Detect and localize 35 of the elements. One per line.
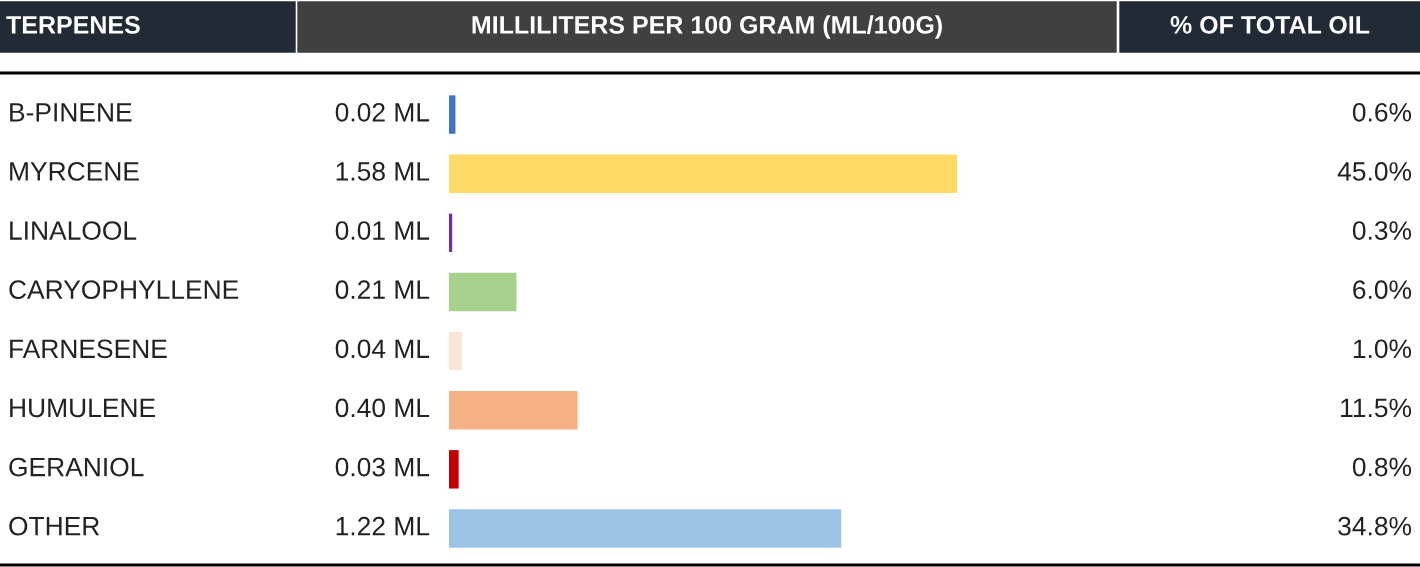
bar xyxy=(449,331,462,371)
text: 6.0% xyxy=(1353,280,1412,300)
y-tick-label: OTHER xyxy=(9,516,100,536)
data-label: 0.04 ML xyxy=(335,339,430,359)
y-tick-label: B-PINENE xyxy=(10,103,132,122)
text: 1.0% xyxy=(1353,339,1412,359)
data-label: 0.21 ML xyxy=(335,280,430,300)
text: % OF TOTAL OIL xyxy=(1170,16,1370,34)
data-label: 0.01 ML xyxy=(335,221,430,240)
y-tick-label: MYRCENE xyxy=(10,162,139,181)
data-label: 0.02 ML xyxy=(335,102,430,122)
data-label: 0.40 ML xyxy=(335,398,430,418)
text: 0.6% xyxy=(1352,102,1412,122)
bar xyxy=(449,272,517,312)
bar xyxy=(449,450,459,489)
text: 0.3% xyxy=(1352,221,1412,240)
text: 0.8% xyxy=(1352,457,1412,477)
text: 11.5% xyxy=(1341,398,1412,418)
data-label: 1.22 ML xyxy=(336,516,430,536)
y-tick-label: LINALOOL xyxy=(10,221,137,240)
bar xyxy=(449,390,578,430)
bar xyxy=(449,154,957,193)
y-tick-label: FARNESENE xyxy=(10,339,167,359)
y-tick-label: HUMULENE xyxy=(10,398,155,418)
bar xyxy=(449,95,456,134)
data-label: 0.03 ML xyxy=(335,457,430,477)
data-label: 1.58 ML xyxy=(336,162,430,181)
y-tick-label: CARYOPHYLLENE xyxy=(9,280,239,300)
chart-title: MILLILITERS PER 100 GRAM (ML/100G) xyxy=(472,15,942,39)
bar xyxy=(449,509,842,548)
y-axis-title: TERPENES xyxy=(6,16,140,34)
text: 45.0% xyxy=(1337,162,1412,181)
y-tick-label: GERANIOL xyxy=(9,457,144,477)
bar xyxy=(449,213,453,253)
text: 34.8% xyxy=(1338,516,1412,536)
